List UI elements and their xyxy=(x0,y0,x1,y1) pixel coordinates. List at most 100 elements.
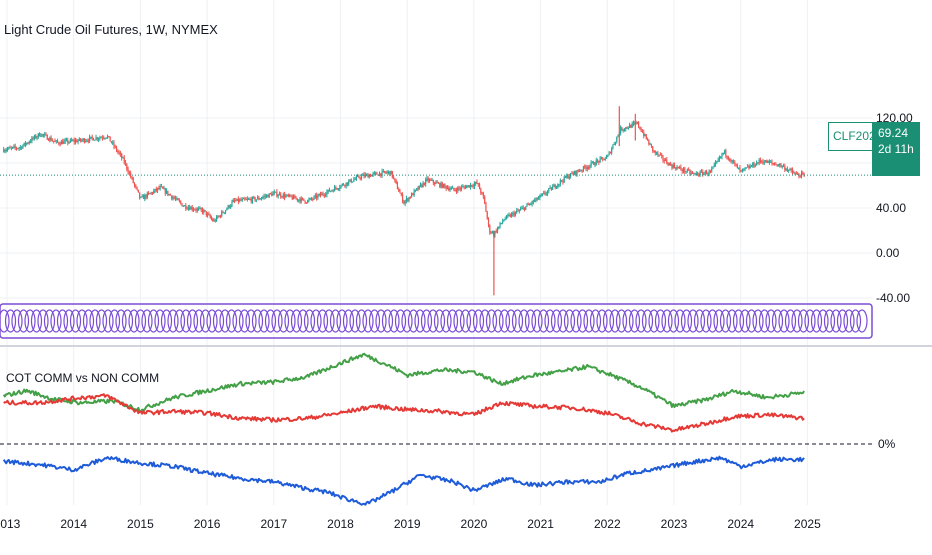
event-marker xyxy=(355,309,368,333)
candle-body xyxy=(562,181,564,183)
x-tick-label: 2023 xyxy=(661,517,688,531)
candle-body xyxy=(321,193,323,196)
event-marker xyxy=(43,309,56,333)
event-marker xyxy=(121,309,134,333)
candle-body xyxy=(240,199,242,201)
candle-body xyxy=(698,175,700,177)
event-marker xyxy=(401,309,413,333)
event-marker xyxy=(505,309,517,333)
event-marker xyxy=(823,309,836,333)
indicator-lines-layer xyxy=(2,352,805,506)
candle-body xyxy=(681,169,683,172)
x-tick-label: 2018 xyxy=(327,517,354,531)
event-marker xyxy=(771,309,784,333)
candle-body xyxy=(100,137,102,139)
candle-body xyxy=(772,162,774,164)
candle-body xyxy=(711,168,713,172)
candle-body xyxy=(367,174,369,178)
candle-body xyxy=(244,198,246,200)
candle-body xyxy=(644,134,646,136)
candle-body xyxy=(723,150,726,153)
candle-body xyxy=(357,175,359,177)
symbol-title[interactable]: Light Crude Oil Futures, 1W, NYMEX xyxy=(4,22,218,37)
event-marker xyxy=(212,309,225,333)
candle-body xyxy=(704,171,706,174)
candle-body xyxy=(354,178,356,180)
candle-body xyxy=(74,140,77,142)
candle-body xyxy=(38,133,41,137)
event-marker xyxy=(271,309,283,333)
candle-body xyxy=(286,194,288,196)
candle-body xyxy=(403,201,405,204)
candle-body xyxy=(512,212,514,214)
candle-body xyxy=(636,122,638,124)
candle-body xyxy=(596,160,599,162)
candle-body xyxy=(552,186,554,190)
candle-body xyxy=(802,173,804,175)
event-marker xyxy=(804,309,816,333)
candle-body xyxy=(110,141,113,143)
candle-body xyxy=(97,138,100,140)
candle-body xyxy=(127,169,129,173)
candle-body xyxy=(721,154,723,157)
candle-body xyxy=(222,211,224,213)
candle-body xyxy=(106,136,109,138)
event-marker xyxy=(713,309,725,333)
candle-body xyxy=(426,178,428,180)
candle-body xyxy=(526,204,528,207)
candle-body xyxy=(516,210,518,213)
event-marker xyxy=(154,309,166,333)
event-marker xyxy=(277,309,290,333)
candle-body xyxy=(292,195,295,200)
candle-body xyxy=(346,182,349,185)
last-price-badge: 69.24 2d 11h xyxy=(872,122,920,176)
candle-body xyxy=(271,193,273,196)
candle-body xyxy=(717,159,719,162)
candle-body xyxy=(573,171,576,175)
candle-body xyxy=(758,159,760,164)
indicator-title[interactable]: COT COMM vs NON COMM xyxy=(6,371,160,385)
candle-body xyxy=(56,140,59,143)
event-marker xyxy=(700,309,712,333)
x-tick-label: 2017 xyxy=(260,517,287,531)
candle-body xyxy=(752,163,754,167)
event-marker xyxy=(596,309,608,333)
candle-body xyxy=(178,200,180,202)
candle-body xyxy=(532,201,535,203)
candle-body xyxy=(24,142,27,145)
candle-body xyxy=(469,184,472,188)
candle-body xyxy=(594,164,596,166)
candle-body xyxy=(378,173,381,176)
candle-body xyxy=(68,142,70,144)
candle-body xyxy=(204,209,206,212)
candle-body xyxy=(439,183,441,187)
candle-body xyxy=(36,136,38,138)
candle-body xyxy=(671,165,673,168)
event-marker xyxy=(251,309,264,333)
candle-body xyxy=(425,179,427,185)
candle-body xyxy=(600,157,602,159)
event-marker xyxy=(576,309,589,333)
candle-body xyxy=(591,162,594,164)
candle-body xyxy=(218,215,220,217)
candle-body xyxy=(333,187,336,192)
x-tick-label: 2013 xyxy=(0,517,21,531)
candle-body xyxy=(10,147,12,149)
event-marker xyxy=(648,309,660,333)
candle-body xyxy=(164,188,166,194)
candle-body xyxy=(119,153,121,155)
candle-body xyxy=(177,198,179,201)
candle-body xyxy=(230,205,232,208)
candle-body xyxy=(763,162,765,164)
candle-body xyxy=(384,171,386,173)
candle-body xyxy=(326,191,328,195)
candle-body xyxy=(162,186,164,189)
candle-body xyxy=(786,168,788,171)
candle-body xyxy=(467,185,469,187)
candle-body xyxy=(390,171,392,175)
candle-body xyxy=(15,147,18,149)
event-marker xyxy=(303,309,316,333)
event-marker xyxy=(394,309,407,333)
candle-body xyxy=(585,167,587,169)
